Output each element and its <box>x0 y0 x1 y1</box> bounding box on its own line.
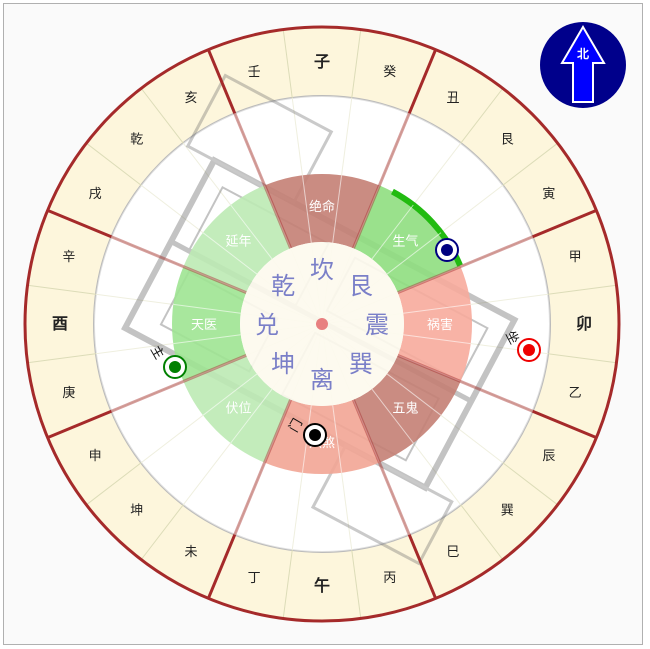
mountain-label: 辛 <box>62 250 75 265</box>
mountain-label: 申 <box>89 449 102 464</box>
sector-6 <box>171 266 247 382</box>
sector-label: 祸害 <box>427 317 453 333</box>
mountain-label: 乙 <box>569 386 582 401</box>
mountain-label: 壬 <box>248 65 261 80</box>
north-badge: 北 <box>540 22 626 108</box>
trigram-label: 巽 <box>349 350 373 378</box>
trigram-label: 兑 <box>255 311 279 339</box>
north-label: 北 <box>577 46 589 61</box>
mountain-label: 乾 <box>130 133 143 148</box>
center-dot <box>316 318 328 330</box>
mountain-label: 子 <box>314 52 330 71</box>
outer-border <box>23 25 621 623</box>
mountain-label: 未 <box>184 545 197 560</box>
mountain-label: 亥 <box>184 91 197 106</box>
marker-2[interactable]: 门 <box>287 416 327 447</box>
mountain-label: 癸 <box>383 65 396 80</box>
trigram-label: 乾 <box>271 272 295 300</box>
sector-label: 生气 <box>392 234 418 250</box>
trigram-boundary <box>532 208 597 239</box>
sector-3 <box>353 355 461 463</box>
sector-2 <box>397 266 473 382</box>
mountain-label: 丙 <box>383 571 396 586</box>
trigram-boundary <box>47 208 112 239</box>
sector-label: 绝命 <box>309 199 335 215</box>
mountain-label: 巳 <box>446 545 459 560</box>
sector-0 <box>264 174 380 249</box>
mountain-label: 艮 <box>501 133 514 148</box>
mountain-label: 坤 <box>130 503 143 518</box>
mountain-label: 酉 <box>52 314 68 333</box>
sector-1 <box>353 185 461 293</box>
trigram-boundary <box>407 49 438 114</box>
trigram-boundary <box>206 49 237 114</box>
mountain-label: 寅 <box>542 186 555 202</box>
sector-label: 伏位 <box>226 401 252 416</box>
trigram-label: 离 <box>310 366 334 394</box>
marker-1[interactable]: 主 <box>147 343 187 379</box>
mountain-label: 巽 <box>501 503 514 518</box>
trigram-boundary <box>47 409 112 440</box>
trigram-label: 震 <box>365 311 389 339</box>
mountain-label: 丁 <box>248 571 261 586</box>
sector-label: 五鬼 <box>392 400 418 416</box>
mountain-label: 庚 <box>62 385 75 401</box>
marker-label: 主 <box>147 343 166 362</box>
trigram-boundary <box>407 534 438 599</box>
trigram-label: 坤 <box>271 350 295 378</box>
mountain-label: 丑 <box>446 91 459 106</box>
sector-5 <box>183 355 291 463</box>
trigram-boundary <box>206 534 237 599</box>
sector-7 <box>183 185 291 293</box>
marker-0[interactable]: 坐 <box>502 328 541 362</box>
mountain-label: 辰 <box>542 449 555 464</box>
north-arrow-icon <box>560 25 606 103</box>
marker-label: 门 <box>287 416 306 435</box>
mountain-label: 午 <box>314 576 330 595</box>
mountain-label: 卯 <box>576 314 592 333</box>
trigram-label: 艮 <box>349 272 373 300</box>
trigram-boundary <box>532 409 597 440</box>
marker-label: 坐 <box>502 328 521 347</box>
mountain-label: 戌 <box>89 187 102 202</box>
mountain-label: 甲 <box>569 250 582 265</box>
marker-3[interactable] <box>435 238 459 262</box>
sector-label: 天医 <box>191 318 217 333</box>
trigram-label: 坎 <box>310 256 334 284</box>
sheng-qi-arc <box>391 188 463 267</box>
sector-label: 延年 <box>226 235 252 250</box>
